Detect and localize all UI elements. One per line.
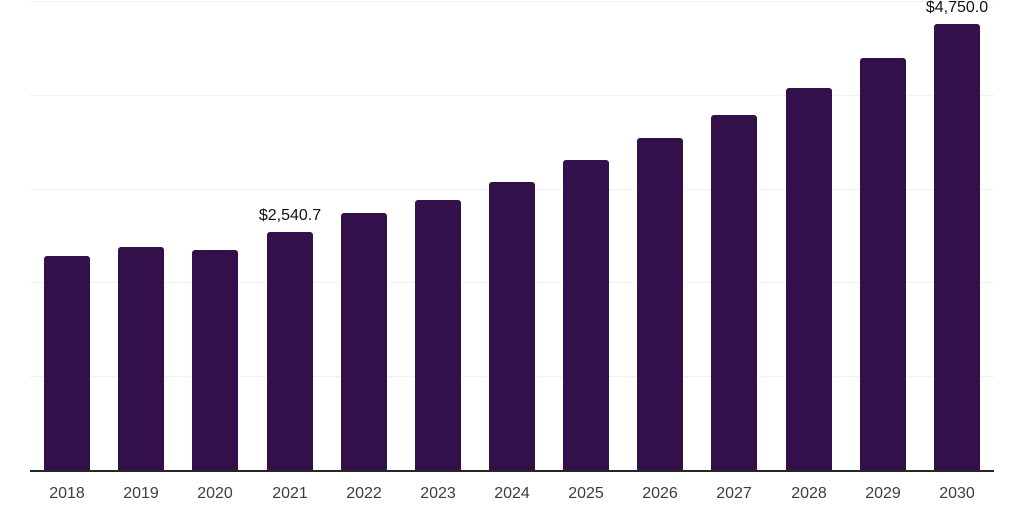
bar-2027[interactable] (711, 115, 757, 470)
bar-2020[interactable] (192, 250, 238, 470)
x-tick-label-2024: 2024 (494, 485, 530, 502)
x-tick-label-2028: 2028 (791, 485, 827, 502)
bar-2029[interactable] (860, 58, 906, 470)
bar-2028[interactable] (786, 88, 832, 470)
bar-2026[interactable] (637, 138, 683, 470)
x-tick-label-2023: 2023 (420, 485, 456, 502)
x-tick-label-2026: 2026 (642, 485, 678, 502)
gridline-4000 (30, 95, 994, 96)
bar-2030[interactable] (934, 24, 980, 470)
x-tick-label-2021: 2021 (272, 485, 308, 502)
x-tick-label-2022: 2022 (346, 485, 382, 502)
data-label-2030: $4,750.0 (925, 0, 989, 16)
x-tick-label-2018: 2018 (49, 485, 85, 502)
x-tick-label-2019: 2019 (123, 485, 159, 502)
bar-2022[interactable] (341, 213, 387, 470)
x-tick-label-2030: 2030 (939, 485, 975, 502)
bar-2018[interactable] (44, 256, 90, 470)
x-tick-label-2027: 2027 (716, 485, 752, 502)
x-tick-label-2029: 2029 (865, 485, 901, 502)
bar-2021[interactable] (267, 232, 313, 470)
x-tick-label-2025: 2025 (568, 485, 604, 502)
data-label-2021: $2,540.7 (258, 207, 322, 224)
bar-2024[interactable] (489, 182, 535, 470)
bar-2025[interactable] (563, 160, 609, 470)
gridline-5000 (30, 1, 994, 2)
bar-2023[interactable] (415, 200, 461, 470)
bar-2019[interactable] (118, 247, 164, 470)
x-axis-line (30, 470, 994, 472)
x-tick-label-2020: 2020 (197, 485, 233, 502)
